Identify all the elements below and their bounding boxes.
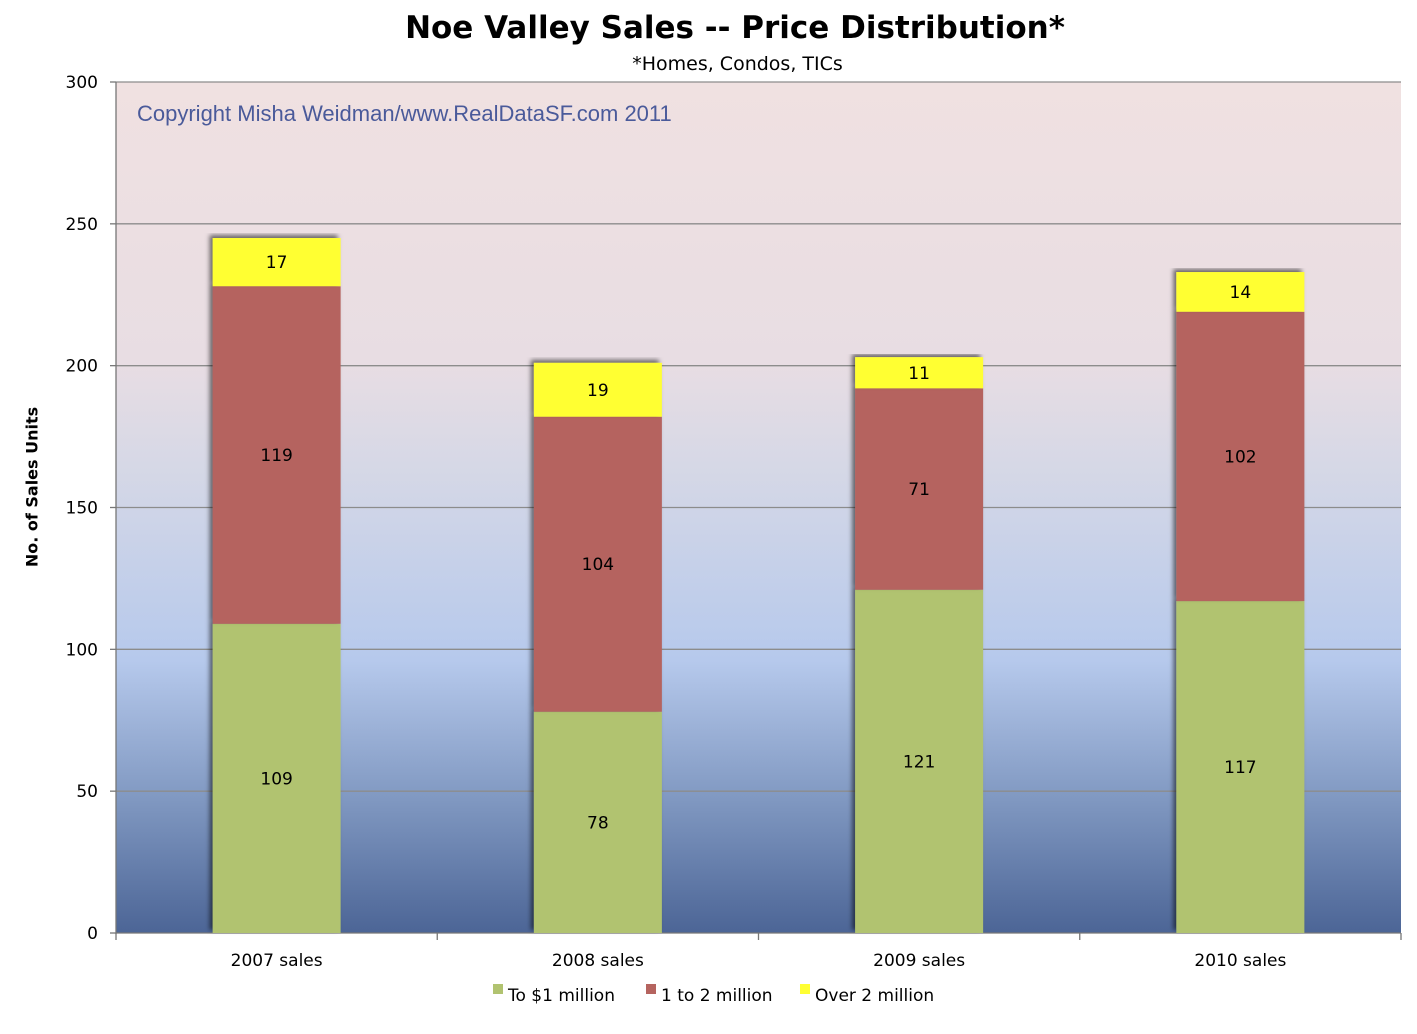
x-tick-label: 2009 sales — [873, 951, 965, 971]
bar-segment — [533, 416, 662, 712]
bar-segment — [1176, 311, 1305, 602]
y-tick-label: 250 — [66, 215, 98, 235]
legend-label: Over 2 million — [815, 986, 934, 1006]
legend-label: To $1 million — [507, 986, 615, 1006]
y-tick-label: 0 — [87, 924, 98, 944]
chart-subtitle: *Homes, Condos, TICs — [632, 53, 843, 75]
x-tick-label: 2010 sales — [1194, 951, 1286, 971]
y-tick-label: 200 — [66, 357, 98, 377]
x-tick-label: 2007 sales — [231, 951, 323, 971]
bar-segment — [533, 362, 662, 417]
bar-segment — [533, 711, 662, 933]
bar-segment — [212, 286, 341, 624]
data-label: 78 — [587, 813, 609, 833]
y-tick-label: 100 — [66, 640, 98, 660]
copyright-annotation: Copyright Misha Weidman/www.RealDataSF.c… — [137, 101, 672, 126]
y-tick-label: 150 — [66, 499, 98, 519]
bar-segment — [855, 388, 984, 590]
legend-label: 1 to 2 million — [661, 986, 773, 1006]
data-label: 109 — [260, 769, 292, 789]
bar-segment — [1176, 601, 1305, 933]
chart-title: Noe Valley Sales -- Price Distribution* — [405, 10, 1065, 46]
bar-segment — [855, 357, 984, 389]
data-label: 119 — [260, 446, 292, 466]
data-label: 11 — [908, 364, 930, 384]
data-label: 102 — [1224, 447, 1256, 467]
bar-segment — [212, 238, 341, 287]
data-label: 14 — [1230, 283, 1252, 303]
legend-swatch — [493, 984, 503, 994]
data-label: 19 — [587, 381, 609, 401]
data-label: 121 — [903, 752, 935, 772]
legend-swatch — [646, 984, 656, 994]
y-tick-label: 300 — [66, 73, 98, 93]
x-tick-label: 2008 sales — [552, 951, 644, 971]
data-label: 117 — [1224, 758, 1256, 778]
data-label: 17 — [266, 253, 288, 273]
bar-segment — [855, 589, 984, 933]
y-tick-label: 50 — [76, 782, 98, 802]
legend-swatch — [800, 984, 810, 994]
data-label: 104 — [582, 555, 614, 575]
data-label: 71 — [908, 480, 930, 500]
bar-segment — [212, 623, 341, 933]
bar-segment — [1176, 272, 1305, 312]
